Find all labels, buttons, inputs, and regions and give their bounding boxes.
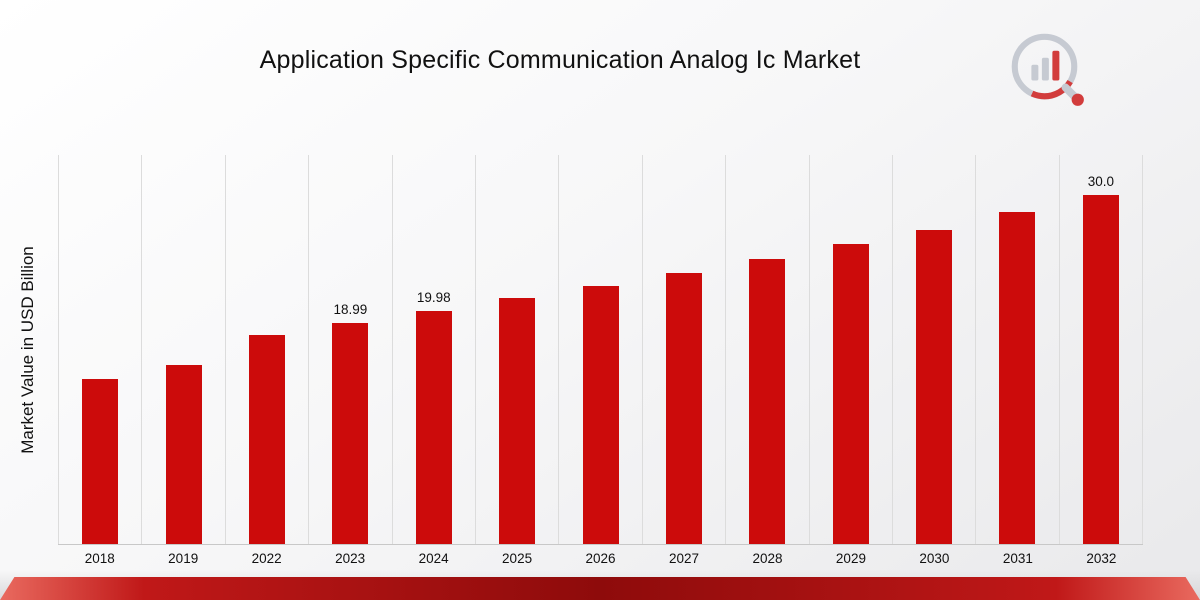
bar-2031 (999, 212, 1036, 544)
footer-ribbon (0, 577, 1200, 600)
x-tick-label: 2032 (1086, 551, 1117, 566)
bar-2018 (82, 379, 119, 544)
x-tick-label: 2029 (835, 551, 866, 566)
plot-column (808, 155, 892, 544)
y-axis-label: Market Value in USD Billion (18, 246, 37, 454)
bar-2025 (499, 298, 536, 544)
bar-2027 (665, 273, 702, 544)
plot-column (641, 155, 725, 544)
x-tick-label: 2022 (251, 551, 282, 566)
chart-title: Application Specific Communication Analo… (259, 46, 861, 74)
plot-column (474, 155, 558, 544)
x-tick-label: 2027 (668, 551, 700, 566)
plot-column (141, 155, 224, 544)
x-tick-label: 2018 (84, 551, 115, 566)
plot-column (558, 155, 641, 544)
plot-column: 30.0 (1058, 155, 1144, 544)
plot-area: 18.99 19.98 30.0 (58, 155, 1144, 545)
plot-column (891, 155, 975, 544)
bar-value-label: 19.98 (416, 290, 451, 305)
x-tick-label: 2023 (335, 551, 366, 566)
bar-2019 (165, 365, 202, 544)
plot-column (58, 155, 141, 544)
bar-2026 (582, 286, 619, 544)
bar-value-label: 30.0 (1087, 174, 1115, 189)
x-tick-label: 2031 (1002, 551, 1033, 566)
bar-2023 (332, 323, 369, 544)
x-tick-label: 2030 (919, 551, 950, 566)
brand-logo-icon (1011, 33, 1084, 106)
plot-column (725, 155, 808, 544)
x-tick-label: 2028 (752, 551, 783, 566)
x-tick-label: 2025 (502, 551, 533, 566)
plot-column (224, 155, 308, 544)
bar-2029 (832, 244, 869, 544)
bar-2024 (415, 311, 452, 544)
bar-2030 (916, 230, 953, 544)
plot-column (975, 155, 1058, 544)
bar-2022 (248, 335, 285, 544)
plot-column: 19.98 (391, 155, 475, 544)
x-tick-label: 2026 (585, 551, 616, 566)
plot-column: 18.99 (308, 155, 391, 544)
x-tick-label: 2024 (418, 551, 449, 566)
bar-value-label: 18.99 (333, 302, 368, 317)
bar-2028 (749, 259, 786, 544)
x-axis: 2018 2019 2022 2023 2024 2025 2026 2027 2028 2029… (58, 551, 1143, 566)
x-tick-label: 2019 (168, 551, 199, 566)
bar-2032 (1082, 195, 1119, 544)
